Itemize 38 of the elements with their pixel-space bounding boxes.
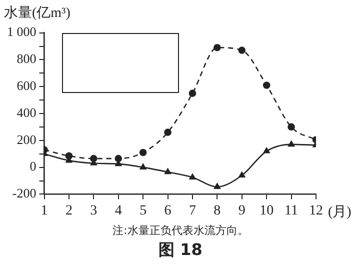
x-tick-label: 3: [90, 203, 98, 218]
point: [263, 148, 270, 154]
point: [164, 128, 172, 136]
x-tick-label: 12: [309, 203, 323, 218]
x-tick-label: 5: [140, 203, 147, 218]
y-tick-label: 1 000: [7, 24, 36, 40]
x-tick-label: 9: [238, 203, 246, 218]
y-tick-label: 600: [16, 78, 36, 94]
point: [214, 44, 221, 52]
point: [189, 174, 196, 180]
point: [114, 154, 122, 162]
y-tick-label: 200: [16, 132, 36, 147]
x-tick-label: 8: [214, 203, 221, 218]
point: [188, 90, 196, 97]
point: [139, 148, 147, 156]
point: [262, 82, 270, 89]
x-tick-label: 1: [40, 203, 48, 218]
point: [238, 172, 246, 178]
point: [214, 183, 220, 189]
y-tick-label: 800: [16, 51, 36, 66]
x-tick-label: 2: [65, 203, 72, 218]
x-tick-label: 6: [164, 203, 172, 218]
y-axis-title: 水量(亿m³): [4, 4, 70, 22]
x-tick-label: 7: [188, 203, 196, 218]
text: 注:水量正负代表水流方向。: [112, 223, 250, 238]
x-tick-label: 4: [114, 203, 122, 218]
point: [288, 140, 295, 147]
y-tick-label: 0: [30, 158, 36, 174]
point: [288, 123, 295, 131]
x-tick-label: 10: [260, 203, 274, 218]
y-tick-label: 400: [16, 104, 36, 120]
point: [140, 164, 146, 170]
point: [238, 46, 246, 54]
x-tick-label: 11: [284, 203, 298, 218]
point: [164, 168, 172, 174]
text: 图 18: [158, 240, 204, 261]
y-tick-label: -200: [12, 186, 36, 201]
x-axis-title: (月): [328, 204, 352, 221]
